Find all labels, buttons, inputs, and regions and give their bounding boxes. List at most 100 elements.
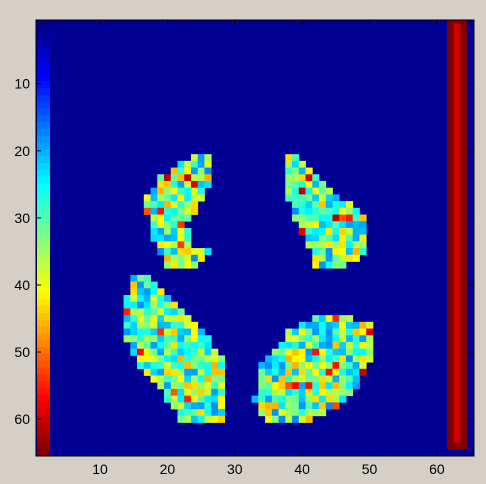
heatmap-cell	[190, 368, 199, 376]
heatmap-cell	[305, 362, 313, 370]
heatmap-cell	[325, 368, 333, 376]
heatmap-cell	[278, 388, 286, 397]
heatmap-cell	[130, 281, 138, 289]
heatmap-cell	[292, 201, 300, 209]
heatmap-cell	[312, 261, 320, 269]
heatmap-cell	[285, 341, 293, 350]
heatmap-cell	[164, 375, 172, 383]
heatmap-cell	[319, 248, 327, 256]
heatmap-cell	[190, 355, 199, 363]
heatmap-cell	[123, 301, 131, 309]
heatmap-cell	[265, 395, 273, 403]
heatmap-cell	[204, 395, 212, 403]
heatmap-cell	[345, 315, 354, 323]
heatmap-cell	[177, 187, 185, 195]
heatmap-cell	[319, 388, 327, 397]
heatmap-cell	[298, 348, 306, 356]
heatmap-cell	[197, 348, 205, 356]
heatmap-cell	[150, 295, 158, 303]
heatmap-cell	[325, 248, 333, 256]
heatmap-cell	[359, 234, 367, 242]
heatmap-cell	[150, 368, 158, 376]
heatmap-cell	[197, 415, 205, 423]
heatmap-cell	[271, 362, 279, 370]
heatmap-cell	[312, 321, 320, 329]
heatmap-cell	[325, 335, 333, 343]
heatmap-cell	[130, 301, 138, 309]
heatmap-cell	[197, 382, 205, 390]
heatmap-cell	[298, 194, 306, 202]
heatmap-cell	[157, 328, 165, 336]
heatmap-cell	[170, 254, 178, 262]
heatmap-cell	[325, 315, 333, 323]
heatmap-cell	[352, 254, 360, 262]
colorbar-segment	[37, 210, 50, 218]
heatmap-cell	[170, 402, 178, 410]
heatmap-cell	[319, 341, 327, 350]
heatmap-cell	[170, 207, 178, 215]
heatmap-cell	[143, 348, 151, 356]
heatmap-cell	[190, 321, 199, 329]
heatmap-cell	[164, 321, 172, 329]
heatmap-cell	[271, 415, 279, 423]
heatmap-cell	[319, 395, 327, 403]
colorbar-segment	[37, 115, 50, 123]
heatmap-cell	[359, 362, 367, 370]
heatmap-cell	[292, 167, 300, 175]
heatmap-cell	[184, 395, 192, 403]
heatmap-cell	[130, 335, 138, 343]
heatmap-cell	[184, 207, 192, 215]
heatmap-cell	[184, 227, 192, 236]
heatmap-cell	[170, 395, 178, 403]
heatmap-cell	[143, 368, 151, 376]
heatmap-cell	[177, 368, 185, 376]
heatmap-cell	[190, 174, 199, 182]
heatmap-cell	[312, 341, 320, 350]
heatmap-cell	[177, 388, 185, 397]
colorbar-segment	[37, 442, 50, 450]
heatmap-cell	[197, 368, 205, 376]
heatmap-cell	[332, 241, 340, 249]
heatmap-cell	[345, 388, 354, 397]
heatmap-cell	[211, 348, 219, 356]
y-tick-label: 20	[14, 143, 30, 159]
heatmap-cell	[305, 402, 313, 410]
heatmap-cell	[312, 207, 320, 215]
heatmap-cell	[332, 207, 340, 215]
colorbar-segment	[37, 333, 50, 341]
heatmap-cell	[325, 402, 333, 410]
heatmap-cell	[164, 335, 172, 343]
heatmap-cell	[150, 194, 158, 202]
heatmap-cell	[137, 328, 145, 336]
axes-frame	[35, 19, 475, 457]
heatmap-cell	[157, 315, 165, 323]
heatmap-cell	[271, 395, 279, 403]
colorbar-segment	[37, 224, 50, 232]
colorbar-segment	[37, 387, 50, 396]
heatmap-cell	[278, 395, 286, 403]
heatmap-cell	[298, 355, 306, 363]
heatmap-cell	[332, 395, 340, 403]
heatmap-cell	[298, 160, 306, 168]
heatmap-cell	[150, 207, 158, 215]
heatmap-cell	[190, 248, 199, 256]
heatmap-cell	[164, 348, 172, 356]
heatmap-cell	[319, 368, 327, 376]
heatmap-cell	[177, 160, 185, 168]
heatmap-cell	[352, 221, 360, 229]
heatmap-cell	[339, 395, 347, 403]
heatmap-cell	[339, 321, 347, 329]
heatmap-cell	[352, 375, 360, 383]
colorbar-segment	[37, 47, 50, 55]
colorbar-segment	[37, 251, 50, 259]
heatmap-cells	[36, 20, 474, 456]
heatmap-cell	[190, 395, 199, 403]
heatmap-cell	[150, 321, 158, 329]
heatmap-cell	[345, 254, 354, 262]
heatmap-cell	[352, 382, 360, 390]
colorbar-segment	[37, 81, 50, 89]
heatmap-cell	[278, 402, 286, 410]
heatmap-cell	[312, 248, 320, 256]
heatmap-cell	[164, 227, 172, 236]
heatmap-cell	[123, 308, 131, 316]
